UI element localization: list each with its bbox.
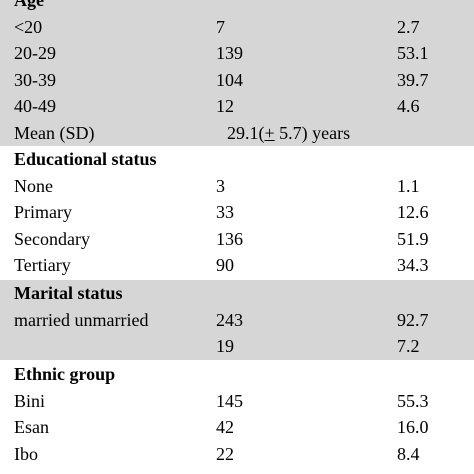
table-row: <20 7 2.7 (0, 13, 474, 40)
table-row: married unmarried 243 92.7 (0, 306, 474, 333)
table-row: 20-29 139 53.1 (0, 40, 474, 67)
row-count: 12 (216, 96, 234, 116)
row-count: 22 (216, 443, 234, 464)
table-row-mean: Mean (SD) 29.1(+ 5.7) years (0, 119, 474, 147)
row-percent: 92.7 (397, 309, 429, 330)
section-header-marital: Marital status (0, 280, 474, 307)
row-percent: 12.6 (397, 202, 429, 222)
row-count: 19 (216, 336, 234, 356)
row-percent: 4.6 (397, 96, 420, 116)
table-row: 30-39 104 39.7 (0, 66, 474, 93)
row-percent: 7.2 (397, 336, 420, 356)
table-row: Esan 42 16.0 (0, 414, 474, 441)
row-percent: 39.7 (397, 69, 429, 90)
row-label: None (14, 175, 53, 196)
table-row: 40-49 12 4.6 (0, 93, 474, 120)
section-header-education: Educational status (0, 146, 474, 173)
plus-minus-sign: + (264, 122, 275, 143)
row-label: married unmarried (14, 309, 149, 330)
section-title: Age (14, 0, 44, 10)
table-row: None 3 1.1 (0, 172, 474, 199)
row-label: Secondary (14, 228, 90, 249)
mean-suffix: 5.7) years (274, 122, 351, 143)
row-label: Esan (14, 417, 49, 437)
row-label: 20-29 (14, 43, 56, 63)
table-row: Secondary 136 51.9 (0, 225, 474, 252)
row-count: 90 (216, 255, 234, 275)
row-label: 30-39 (14, 69, 56, 90)
table-row: Bini 145 55.3 (0, 387, 474, 414)
section-title: Ethnic group (14, 364, 116, 384)
row-label: Ibo (14, 443, 38, 464)
row-percent: 55.3 (397, 390, 429, 411)
section-header-ethnic: Ethnic group (0, 361, 474, 388)
row-count: 136 (216, 228, 243, 249)
row-percent: 53.1 (397, 43, 429, 63)
row-percent: 51.9 (397, 228, 429, 249)
table-row: Ibo 22 8.4 (0, 440, 474, 467)
row-count: 139 (216, 43, 243, 63)
row-label: 40-49 (14, 96, 56, 116)
mean-label: Mean (SD) (14, 122, 95, 143)
row-percent: 8.4 (397, 443, 420, 464)
row-label: Tertiary (14, 255, 71, 275)
mean-prefix: 29.1( (227, 122, 265, 143)
row-label: <20 (14, 16, 43, 37)
row-percent: 16.0 (397, 417, 429, 437)
section-title: Educational status (14, 149, 157, 169)
row-percent: 1.1 (397, 175, 420, 196)
row-count: 104 (216, 69, 243, 90)
section-header-age: Age (0, 0, 474, 14)
row-label: Primary (14, 202, 72, 222)
row-percent: 2.7 (397, 16, 420, 37)
row-count: 3 (216, 175, 225, 196)
row-percent: 34.3 (397, 255, 429, 275)
mean-value: 29.1(+ 5.7) years (227, 120, 350, 147)
section-title: Marital status (14, 283, 123, 303)
row-count: 33 (216, 202, 234, 222)
row-count: 42 (216, 417, 234, 437)
row-count: 7 (216, 16, 225, 37)
row-label: Bini (14, 390, 46, 411)
table-row: 19 7.2 (0, 333, 474, 360)
table-row: Tertiary 90 34.3 (0, 252, 474, 279)
table-row: Primary 33 12.6 (0, 199, 474, 226)
row-count: 243 (216, 309, 243, 330)
row-count: 145 (216, 390, 243, 411)
